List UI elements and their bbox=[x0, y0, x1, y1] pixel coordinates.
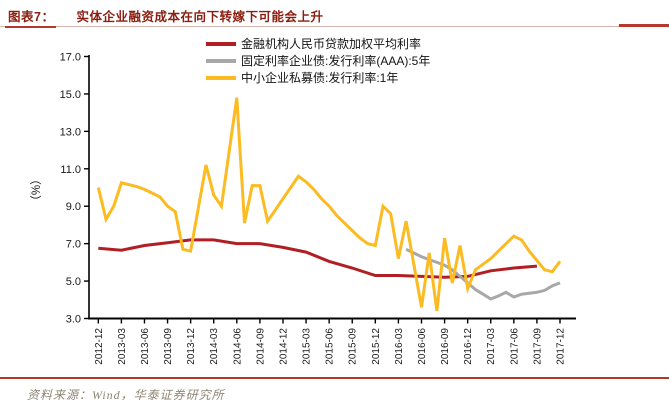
legend-item-loan-rate: 金融机构人民币贷款加权平均利率 bbox=[206, 35, 430, 52]
x-tick-label: 2015-12 bbox=[371, 328, 382, 365]
y-tick-label: 11.0 bbox=[60, 164, 81, 176]
y-tick-label: 9.0 bbox=[66, 201, 81, 213]
x-tick-label: 2016-06 bbox=[417, 328, 428, 365]
title-rule-accent-right bbox=[619, 24, 669, 27]
x-tick-label: 2014-09 bbox=[255, 328, 266, 365]
x-tick-label: 2014-06 bbox=[232, 328, 243, 365]
series-line-weighted-loan-rate bbox=[98, 238, 538, 279]
x-tick-label: 2013-03 bbox=[117, 328, 128, 365]
chart-legend: 金融机构人民币贷款加权平均利率 固定利率企业债:发行利率(AAA):5年 中小企… bbox=[206, 35, 430, 86]
title-rule bbox=[0, 26, 669, 27]
x-tick-label: 2016-03 bbox=[394, 328, 405, 365]
y-tick-label: 5.0 bbox=[66, 276, 81, 288]
y-tick-label: 17.0 bbox=[60, 52, 81, 64]
y-axis-title: （%） bbox=[30, 173, 43, 206]
x-tick-label: 2016-09 bbox=[440, 328, 451, 365]
y-tick-label: 13.0 bbox=[60, 126, 81, 138]
figure-title: 实体企业融资成本在向下转嫁下可能会上升 bbox=[76, 10, 324, 24]
source-note: 资料来源：Wind，华泰证券研究所 bbox=[27, 388, 225, 402]
legend-label: 中小企业私募债:发行利率:1年 bbox=[241, 71, 399, 85]
legend-line-swatch-yellow bbox=[206, 75, 236, 80]
x-tick-label: 2013-12 bbox=[186, 328, 197, 365]
legend-item-sme-bond: 中小企业私募债:发行利率:1年 bbox=[206, 69, 430, 86]
legend-line-swatch-red bbox=[206, 41, 236, 46]
x-tick-label: 2016-12 bbox=[463, 328, 474, 365]
legend-label: 固定利率企业债:发行利率(AAA):5年 bbox=[241, 54, 431, 68]
y-tick-label: 3.0 bbox=[66, 314, 81, 326]
legend-item-aaa-bond: 固定利率企业债:发行利率(AAA):5年 bbox=[206, 52, 430, 69]
series-line-sme-private-bond-rate bbox=[96, 97, 562, 312]
x-tick-label: 2012-12 bbox=[94, 328, 105, 365]
x-tick-label: 2017-12 bbox=[556, 328, 567, 365]
chart-canvas: 3.0 5.0 7.0 9.0 11.0 13.0 15.0 17.0 （%） 2012-12 20… bbox=[30, 52, 576, 365]
x-tick-label: 2014-12 bbox=[278, 328, 289, 365]
x-tick-label: 2014-03 bbox=[209, 328, 220, 365]
footer-rule bbox=[0, 377, 669, 379]
y-tick-label: 15.0 bbox=[60, 89, 81, 101]
x-tick-label: 2013-09 bbox=[163, 328, 174, 365]
x-tick-label: 2015-06 bbox=[325, 328, 336, 365]
x-tick-label: 2015-03 bbox=[302, 328, 313, 365]
figure-header: 图表7： 实体企业融资成本在向下转嫁下可能会上升 bbox=[8, 6, 661, 25]
x-tick-label: 2013-06 bbox=[140, 328, 151, 365]
x-tick-label: 2015-09 bbox=[348, 328, 359, 365]
series-line-aaa-corp-bond-rate bbox=[405, 247, 561, 301]
x-tick-label: 2017-06 bbox=[509, 328, 520, 365]
y-tick-label: 7.0 bbox=[66, 239, 81, 251]
title-rule-accent-left bbox=[5, 26, 56, 28]
legend-label: 金融机构人民币贷款加权平均利率 bbox=[241, 37, 422, 51]
figure-label: 图表7： bbox=[8, 10, 55, 24]
legend-line-swatch-gray bbox=[206, 58, 236, 63]
x-tick-label: 2017-09 bbox=[532, 328, 543, 365]
line-chart: 3.0 5.0 7.0 9.0 11.0 13.0 15.0 17.0 （%） 2012-12 20… bbox=[30, 52, 576, 365]
x-tick-label: 2017-03 bbox=[486, 328, 497, 365]
